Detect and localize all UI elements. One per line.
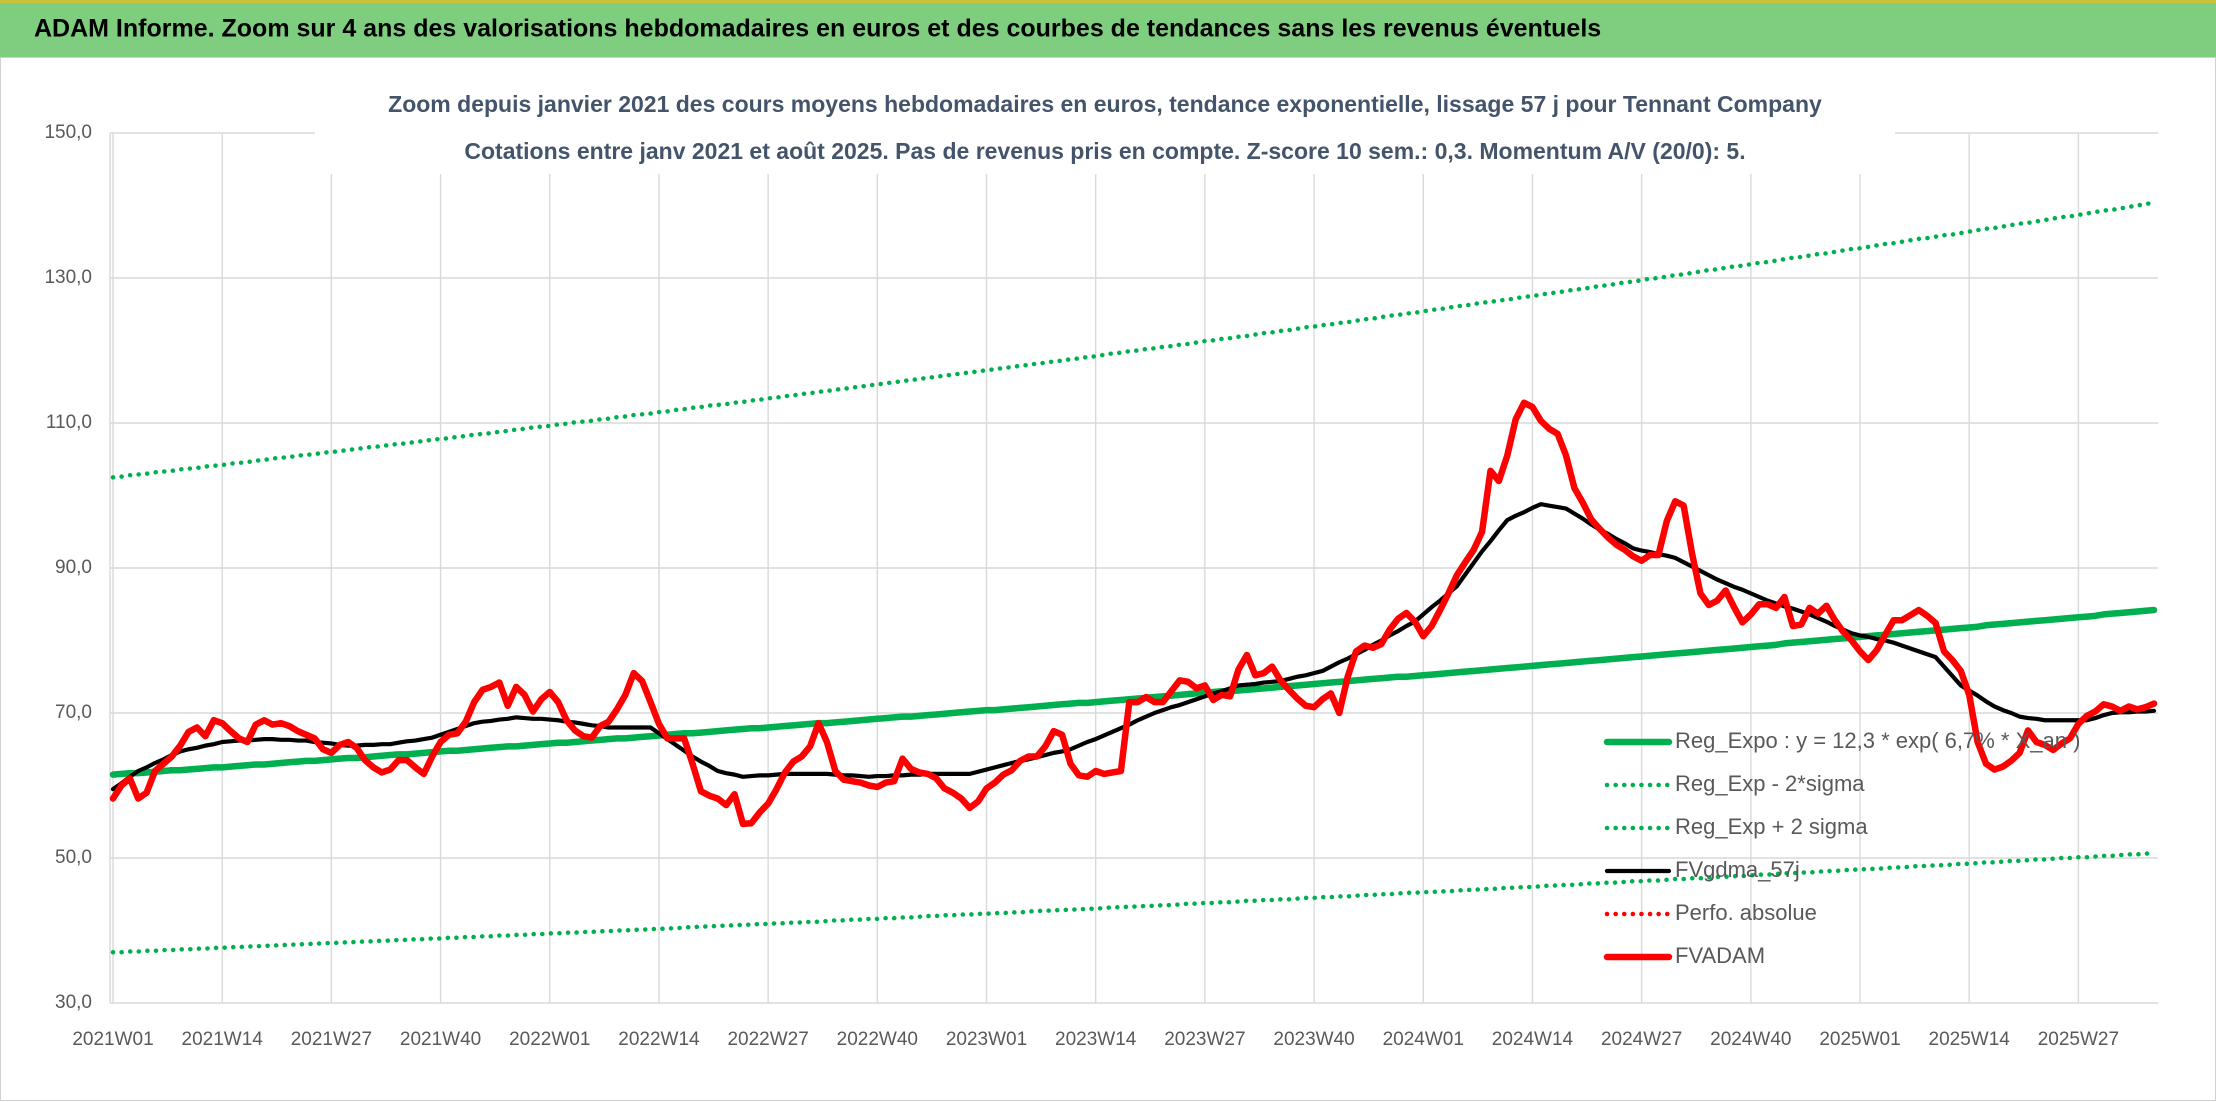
y-tick-label: 50,0 [55,847,92,868]
series-line [110,502,2157,792]
x-tick-label: 2024W40 [1710,1029,1791,1050]
legend: Reg_Expo : y = 12,3 * exp( 6,7% * X_an )… [1603,728,2080,968]
series-line [109,606,2158,778]
legend-label: Perfo. absolue [1675,900,1817,925]
x-tick-label: 2021W01 [72,1029,153,1050]
x-tick-label: 2025W14 [1929,1029,2011,1050]
y-tick-label: 150,0 [44,122,92,143]
x-tick-label: 2023W40 [1273,1029,1354,1050]
y-tick-label: 130,0 [44,267,92,288]
legend-label: FVADAM [1675,943,1765,968]
x-tick-label: 2024W14 [1492,1029,1574,1050]
ticks: 30,0 50,0 70,0 90,0 110,0 130,0 150,0 2021W01 20… [44,122,2119,1050]
series-line [110,850,2157,955]
header-title: ADAM Informe. Zoom sur 4 ans des valoris… [34,15,1601,43]
x-tick-label: 2021W14 [182,1029,264,1050]
y-tick-label: 90,0 [55,557,92,578]
x-tick-label: 2021W40 [400,1029,481,1050]
legend-label: Reg_Exp - 2*sigma [1675,771,1865,796]
legend-label: FVgdma_57j [1675,857,1800,882]
x-tick-label: 2021W27 [291,1029,372,1050]
x-tick-label: 2022W14 [618,1029,700,1050]
x-tick-label: 2024W01 [1383,1029,1464,1050]
legend-label: Reg_Expo : y = 12,3 * exp( 6,7% * X_an ) [1675,728,2080,753]
x-tick-label: 2024W27 [1601,1029,1682,1050]
header-top-line [0,0,2216,3]
title-background [315,86,1895,174]
y-tick-label: 30,0 [55,992,92,1013]
chart-title: Zoom depuis janvier 2021 des cours moyen… [388,91,1822,117]
x-tick-label: 2022W40 [837,1029,918,1050]
series-line [109,399,2158,828]
x-tick-label: 2023W14 [1055,1029,1137,1050]
chart-subtitle: Cotations entre janv 2021 et août 2025. … [464,138,1745,164]
x-tick-label: 2025W27 [2038,1029,2119,1050]
series-line [110,200,2157,480]
header-bar [0,0,2216,57]
legend-label: Reg_Exp + 2 sigma [1675,814,1868,839]
y-tick-label: 110,0 [46,412,92,433]
x-tick-label: 2023W27 [1164,1029,1245,1050]
x-tick-label: 2022W01 [509,1029,590,1050]
x-tick-label: 2022W27 [727,1029,808,1050]
x-tick-label: 2023W01 [946,1029,1027,1050]
x-tick-label: 2025W01 [1819,1029,1900,1050]
series-lines [109,200,2158,955]
y-tick-label: 70,0 [55,702,92,723]
